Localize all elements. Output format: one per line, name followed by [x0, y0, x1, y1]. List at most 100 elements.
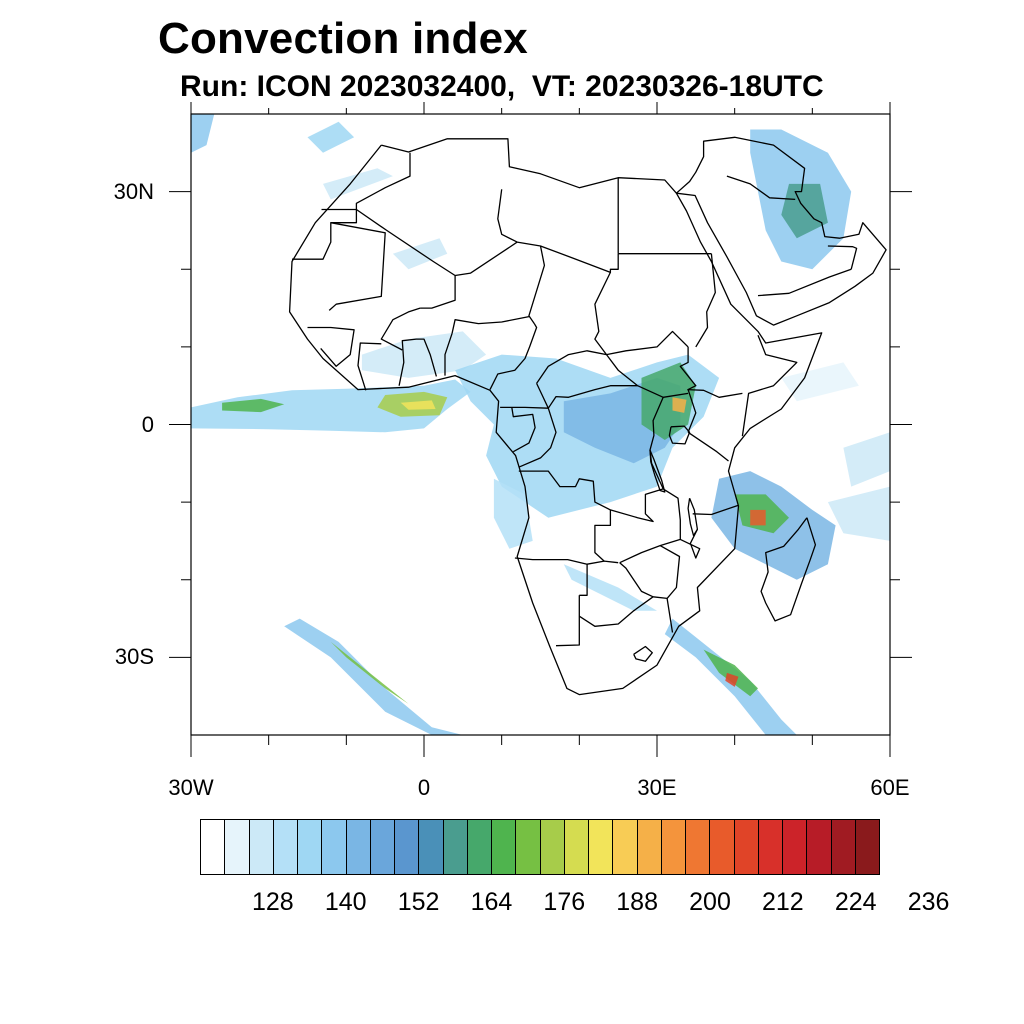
- chart-title: Convection index: [158, 14, 528, 63]
- colorbar-label: 212: [761, 888, 804, 916]
- colorbar-swatch: [370, 820, 395, 874]
- y-tick-label: 30S: [114, 644, 154, 670]
- convection-area-northwest-atlantic-patch: [191, 114, 215, 153]
- colorbar-swatch: [589, 820, 614, 874]
- convection-area-southeast-hot-spot: [750, 509, 766, 526]
- convection-area-horn-of-africa-patches: [781, 362, 859, 402]
- convection-area-arabian-core: [781, 183, 828, 239]
- border-saudi-yemen: [757, 268, 852, 297]
- colorbar-swatch: [807, 820, 832, 874]
- colorbar-swatch: [783, 820, 808, 874]
- convection-area-west-africa-scatter: [361, 331, 487, 378]
- axis-ticks: [169, 102, 912, 757]
- convection-area-lake-victoria-region-green: [641, 362, 696, 440]
- colorbar-label: 236: [907, 888, 950, 916]
- colorbar-swatch: [661, 820, 686, 874]
- border-ethiopia-somalia: [741, 334, 798, 437]
- colorbar-swatch: [710, 820, 735, 874]
- border-tanzania-mozambique: [692, 504, 739, 516]
- colorbar-label: 188: [616, 888, 658, 916]
- colorbar-swatch: [443, 820, 468, 874]
- x-tick-label: 30W: [168, 775, 214, 800]
- border-malawi-mozambique: [680, 529, 701, 559]
- colorbar-swatch: [831, 820, 856, 874]
- colorbar-label: 140: [324, 888, 367, 916]
- border-chad-sudan: [594, 272, 611, 355]
- border-namibia-botswana-north: [579, 564, 588, 596]
- country-borders: [288, 136, 887, 696]
- border-lake-malawi: [687, 497, 699, 537]
- convection-area-north-africa-streak-2: [307, 121, 355, 153]
- colorbar-swatch: [516, 820, 541, 874]
- border-drc-east: [518, 385, 664, 523]
- colorbar-swatch: [758, 820, 783, 874]
- colorbar-swatch: [564, 820, 589, 874]
- colorbar-label: 224: [834, 888, 877, 916]
- colorbar-swatch: [419, 820, 444, 874]
- border-africa-coast: [288, 138, 823, 696]
- x-tick-label: 60E: [870, 775, 910, 800]
- colorbar-swatch: [322, 820, 347, 874]
- border-uganda-south-sudan: [663, 392, 689, 398]
- colorbar-swatch: [298, 820, 323, 874]
- border-nigeria-niger: [451, 315, 530, 334]
- border-guinea: [307, 326, 355, 367]
- colorbar-label: 128: [251, 888, 294, 916]
- colorbar-swatch: [492, 820, 517, 874]
- border-libya-south: [517, 241, 619, 274]
- border-mauritania-mali: [328, 222, 386, 311]
- border-mali-niger: [420, 275, 456, 309]
- border-lake-victoria: [668, 425, 691, 445]
- border-iraq-saudi: [726, 175, 796, 201]
- colorbar: [200, 819, 880, 875]
- border-kenya-north: [687, 388, 743, 398]
- border-namibia-botswana: [555, 595, 580, 647]
- border-arabian-peninsula: [675, 136, 887, 326]
- border-gabon-congo: [511, 407, 536, 453]
- border-sa-north: [578, 596, 654, 627]
- border-botswana-zimbabwe: [619, 562, 668, 600]
- y-tick-label: 0: [141, 411, 154, 437]
- chart-subtitle: Run: ICON 2023032400, VT: 20230326-18UTC: [180, 70, 824, 103]
- border-uganda-kenya: [687, 389, 697, 433]
- colorbar-swatch: [637, 820, 662, 874]
- border-saudi-oman: [827, 245, 858, 270]
- convection-area-atlantic-hot-spots: [400, 400, 436, 410]
- border-western-sahara: [292, 208, 358, 260]
- border-algeria-morocco: [355, 152, 518, 277]
- border-cameroon-nigeria: [489, 323, 538, 390]
- border-nigeria-benin: [444, 333, 453, 376]
- border-benin-togo-ghana: [398, 338, 438, 386]
- colorbar-swatch: [686, 820, 711, 874]
- border-burkina: [380, 307, 421, 351]
- colorbar-swatch: [540, 820, 565, 874]
- border-kenya-tanzania: [687, 431, 729, 462]
- border-car: [536, 350, 639, 387]
- border-algeria-libya: [497, 189, 518, 243]
- convection-field: [191, 114, 890, 735]
- colorbar-swatch: [249, 820, 274, 874]
- border-madagascar: [760, 517, 817, 622]
- border-cameroon-south: [500, 383, 549, 409]
- colorbar-label: 164: [470, 888, 513, 916]
- border-lesotho: [633, 645, 653, 662]
- colorbar-label: 200: [689, 888, 731, 916]
- border-drc-north: [518, 385, 638, 468]
- colorbar-swatch: [201, 820, 226, 874]
- convection-area-indian-ocean-south-east: [827, 486, 890, 541]
- colorbar-swatch: [225, 820, 250, 874]
- border-angola-east: [594, 509, 612, 562]
- convection-area-north-africa-streak-1: [323, 168, 393, 200]
- colorbar-swatch: [613, 820, 638, 874]
- convection-area-angola-coast: [493, 478, 533, 549]
- convection-area-indian-ocean-east: [843, 432, 890, 487]
- border-niger-chad: [528, 245, 546, 324]
- border-ivory-coast-liberia: [357, 342, 382, 391]
- border-south-sudan-ethiopia: [679, 346, 697, 391]
- convection-area-sahara-wisps: [392, 238, 448, 270]
- y-tick-label: 30N: [113, 178, 154, 204]
- convection-area-mozambique-channel-hot-spot: [725, 672, 739, 687]
- border-mozambique-zimbabwe: [659, 545, 681, 633]
- colorbar-swatch: [346, 820, 371, 874]
